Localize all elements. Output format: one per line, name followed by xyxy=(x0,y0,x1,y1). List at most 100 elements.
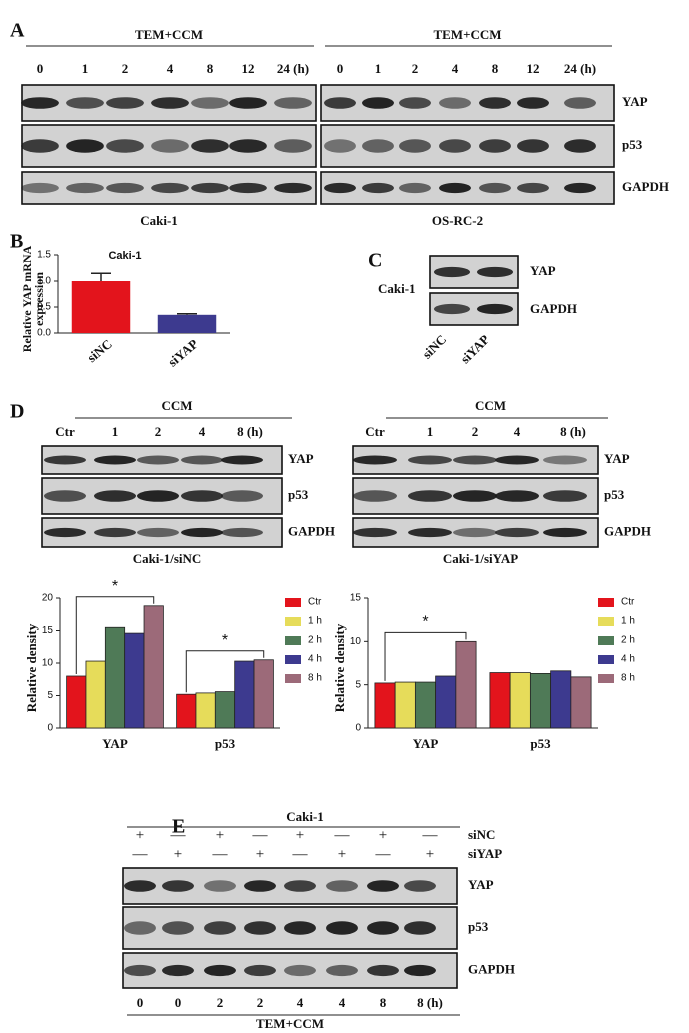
band xyxy=(106,182,144,194)
legend-label: Ctr xyxy=(308,597,322,608)
lane-label: 2 xyxy=(155,424,162,439)
band xyxy=(94,490,136,502)
legend-swatch xyxy=(285,636,301,645)
lane-label: 4 xyxy=(514,424,521,439)
y-axis-label: Relative YAP mRNA xyxy=(20,245,34,352)
bar xyxy=(394,681,416,729)
cell-line: Caki-1 xyxy=(378,281,416,296)
lane-label: 1 xyxy=(427,424,434,439)
band xyxy=(367,880,399,892)
lane-label: Ctr xyxy=(365,424,385,439)
band xyxy=(324,182,356,194)
lane-label: 0 xyxy=(337,61,344,76)
band xyxy=(181,490,223,502)
sign: — xyxy=(292,846,309,862)
band xyxy=(408,455,452,465)
y-tick-label: 0 xyxy=(47,723,53,734)
lane-label: 8 (h) xyxy=(237,424,263,439)
legend-swatch xyxy=(598,655,614,664)
band xyxy=(543,490,587,502)
chart-title: Caki-1 xyxy=(108,250,141,262)
band xyxy=(517,139,549,153)
sign: + xyxy=(256,846,264,862)
significance-bracket xyxy=(384,631,467,681)
panel-label: D xyxy=(10,401,24,423)
bar xyxy=(195,692,216,729)
band xyxy=(353,455,397,465)
band xyxy=(21,139,59,153)
band xyxy=(181,527,223,538)
band xyxy=(162,964,194,977)
lane-label: 0 xyxy=(37,61,44,76)
band xyxy=(137,455,179,465)
legend-label: 2 h xyxy=(308,635,322,646)
y-axis-label: expression xyxy=(32,272,46,326)
y-tick-label: 10 xyxy=(42,658,54,669)
sign: + xyxy=(296,827,304,843)
band xyxy=(21,182,59,194)
bar xyxy=(124,632,145,729)
band-label: GAPDH xyxy=(468,961,515,976)
sign: + xyxy=(338,846,346,862)
band xyxy=(229,182,267,194)
band xyxy=(204,964,236,977)
band xyxy=(137,527,179,538)
panel-label: A xyxy=(10,20,25,42)
band xyxy=(284,964,316,977)
band xyxy=(44,455,86,465)
band xyxy=(181,455,223,465)
band xyxy=(274,97,312,109)
band-label: GAPDH xyxy=(530,301,577,316)
band xyxy=(353,490,397,502)
caption: Caki-1/siYAP xyxy=(443,551,518,566)
band xyxy=(124,880,156,892)
lane-label: 24 (h) xyxy=(564,61,596,76)
bar xyxy=(570,676,592,729)
band-label: GAPDH xyxy=(604,523,651,538)
band xyxy=(353,527,397,538)
band xyxy=(66,97,104,109)
band xyxy=(229,139,267,153)
band xyxy=(274,139,312,153)
band xyxy=(399,97,431,109)
bar xyxy=(529,673,552,729)
lane-label: 4 xyxy=(297,995,304,1010)
band xyxy=(229,97,267,109)
band xyxy=(106,97,144,109)
band xyxy=(137,490,179,502)
lane-label: 2 xyxy=(122,61,129,76)
band xyxy=(408,490,452,502)
lane-label: 8 xyxy=(492,61,499,76)
lane-label: siNC xyxy=(419,332,449,362)
band xyxy=(326,921,358,935)
bar xyxy=(214,691,236,729)
lane-label: 0 xyxy=(137,995,144,1010)
band-label: p53 xyxy=(622,137,643,152)
band xyxy=(564,139,596,153)
lane-label: 2 xyxy=(472,424,479,439)
band xyxy=(543,455,587,465)
band xyxy=(326,964,358,977)
band-label: p53 xyxy=(604,487,625,502)
band xyxy=(476,303,514,315)
caption: Caki-1/siNC xyxy=(133,551,202,566)
sign: — xyxy=(252,827,269,843)
band xyxy=(408,527,452,538)
band xyxy=(367,921,399,935)
lane-label: 8 xyxy=(380,995,387,1010)
bar xyxy=(489,672,511,729)
band xyxy=(495,455,539,465)
band xyxy=(362,97,394,109)
band xyxy=(433,303,471,315)
panel-label: C xyxy=(368,250,382,272)
band xyxy=(244,964,276,977)
sign: — xyxy=(422,827,439,843)
treatment-label: siYAP xyxy=(468,846,502,861)
x-tick-label: YAP xyxy=(102,736,128,751)
significance-bracket xyxy=(185,650,265,693)
y-tick-label: 0.5 xyxy=(37,302,51,313)
legend-swatch xyxy=(598,617,614,626)
legend-label: 4 h xyxy=(308,654,322,665)
band xyxy=(439,182,471,194)
